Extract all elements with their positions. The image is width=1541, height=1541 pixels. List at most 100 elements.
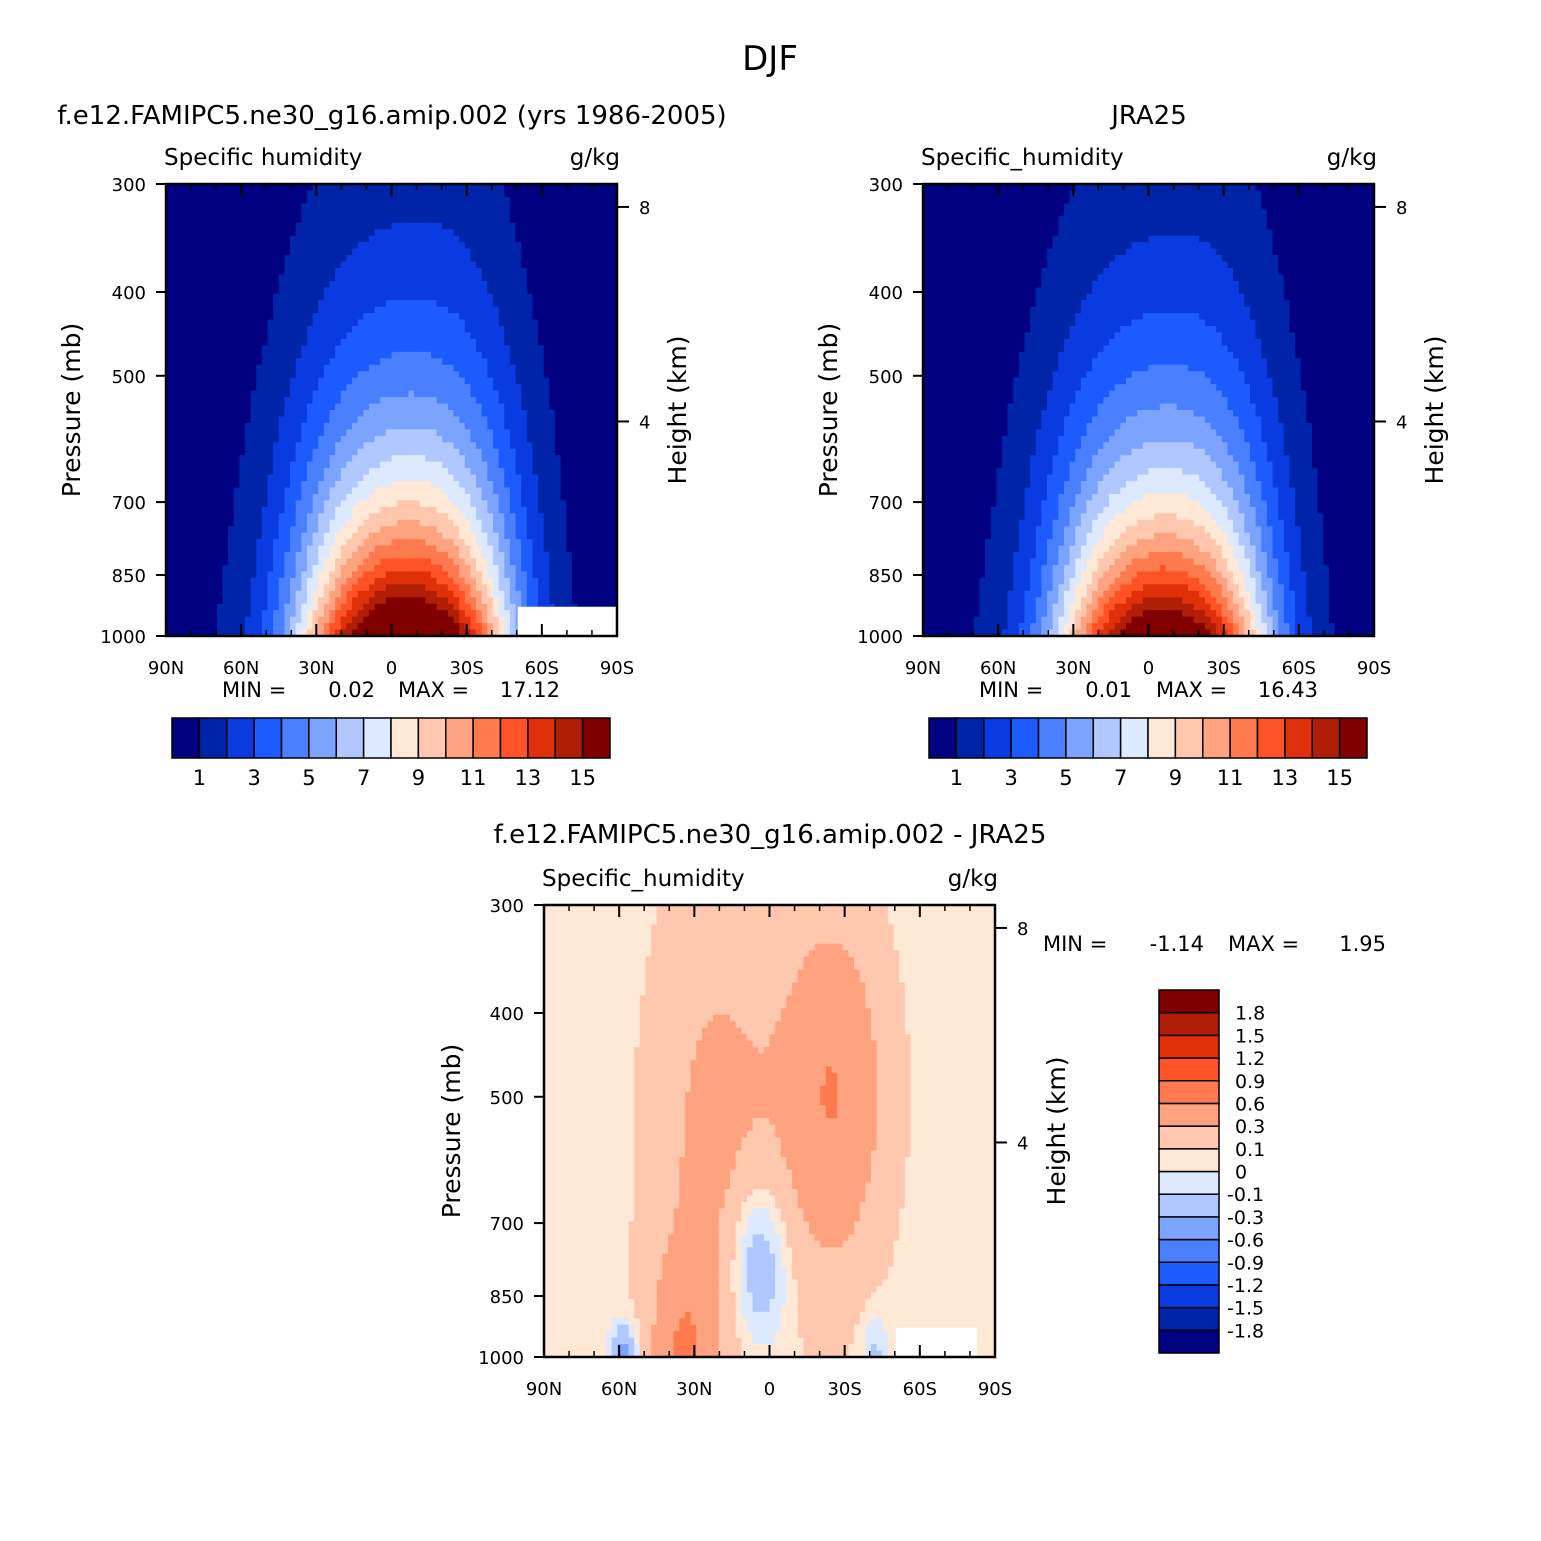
panel-model-field-cell	[447, 429, 455, 437]
panel-model-field-cell	[222, 229, 229, 237]
panel-model-field-cell	[329, 248, 336, 256]
panel-model-field-cell	[504, 564, 511, 573]
panel-model-field-cell	[199, 397, 207, 405]
panel-model-field-cell	[425, 390, 432, 398]
panel-model-field-cell	[515, 190, 522, 198]
panel-model-field-cell	[402, 397, 410, 405]
panel-model-field-cell	[290, 351, 297, 359]
panel-model-field-cell	[414, 300, 421, 308]
panel-model-field-cell	[205, 584, 212, 592]
panel-model-field-cell	[402, 500, 410, 508]
panel-model-field-cell	[509, 481, 517, 489]
panel-model-field-cell	[425, 345, 432, 353]
panel-model-field-cell	[323, 564, 331, 573]
panel-model-field-cell	[267, 358, 274, 366]
panel-model-field-cell	[267, 448, 274, 456]
panel-model-field-cell	[171, 545, 178, 553]
panel-model-field-cell	[188, 397, 195, 405]
panel-model-field-cell	[385, 552, 393, 560]
panel-model-field-cell	[244, 326, 252, 334]
panel-model-field-cell	[323, 442, 331, 450]
panel-model-field-cell	[306, 564, 314, 573]
panel-model-field-cell	[368, 377, 376, 385]
panel-model-field-cell	[368, 558, 376, 566]
panel-model-field-cell	[492, 422, 500, 430]
panel-model-field-cell	[526, 326, 534, 334]
panel-model-field-cell	[166, 280, 173, 288]
panel-model-field-cell	[447, 513, 455, 521]
panel-model-field-cell	[211, 300, 218, 308]
panel-model-field-cell	[577, 229, 584, 237]
panel-model-field-cell	[498, 571, 505, 579]
panel-model-field-cell	[182, 255, 190, 263]
panel-model-field-cell	[250, 293, 257, 301]
panel-model-field-cell	[554, 487, 562, 495]
panel-model-field-cell	[504, 493, 511, 501]
panel-model-field-cell	[605, 319, 612, 327]
panel-model-field-cell	[476, 571, 483, 579]
panel-model-field-cell	[290, 481, 297, 489]
panel-model-field-cell	[588, 351, 596, 359]
panel-model-field-cell	[194, 390, 201, 398]
panel-model-field-cell	[430, 351, 438, 359]
panel-model-field-cell	[233, 287, 240, 295]
panel-model-field-cell	[323, 300, 331, 308]
panel-model-field-cell	[250, 410, 257, 418]
panel-model-field-cell	[566, 410, 573, 418]
panel-model-field-cell	[256, 280, 263, 288]
panel-model-field-cell	[244, 209, 252, 217]
panel-model-field-cell	[554, 571, 562, 579]
panel-model-field-cell	[261, 300, 269, 308]
panel-model-field-cell	[605, 222, 612, 230]
panel-model-field-cell	[352, 332, 359, 340]
panel-model-field-cell	[408, 332, 415, 340]
panel-model-field-cell	[571, 300, 579, 308]
panel-model-field-cell	[284, 526, 291, 534]
panel-model-field-cell	[295, 390, 302, 398]
panel-model-field-cell	[492, 229, 500, 237]
panel-model-field-cell	[256, 442, 263, 450]
panel-model-field-cell	[222, 410, 229, 418]
panel-model-field-cell	[600, 313, 607, 321]
panel-model-field-cell	[301, 442, 308, 450]
panel-model-field-cell	[233, 519, 240, 527]
panel-model-field-cell	[267, 474, 274, 482]
panel-model-field-cell	[284, 203, 291, 211]
panel-model-field-cell	[346, 280, 353, 288]
panel-model-field-cell	[368, 313, 376, 321]
panel-model-field-cell	[205, 539, 212, 547]
panel-model-field-cell	[273, 481, 280, 489]
panel-model-field-cell	[594, 287, 601, 295]
panel-model-field-cell	[363, 235, 370, 243]
panel-model-field-cell	[605, 306, 612, 314]
panel-model-field-cell	[295, 558, 302, 566]
panel-model-field-cell	[295, 487, 302, 495]
panel-model-field-cell	[335, 545, 342, 553]
panel-model-field-cell	[329, 584, 336, 592]
panel-model-field-cell	[430, 506, 438, 514]
panel-model-field-cell	[436, 261, 443, 269]
panel-model-field-cell	[419, 577, 426, 585]
panel-model-field-cell	[295, 255, 302, 263]
panel-model-field-cell	[352, 248, 359, 256]
panel-model-field-cell	[239, 242, 246, 250]
panel-model-field-cell	[194, 442, 201, 450]
panel-model-field-cell	[414, 493, 421, 501]
panel-model-field-cell	[549, 293, 556, 301]
panel-model-field-cell	[346, 222, 353, 230]
panel-model-field-cell	[182, 397, 190, 405]
panel-model-field-cell	[414, 545, 421, 553]
panel-model-field-cell	[430, 358, 438, 366]
panel-model-field-cell	[459, 564, 466, 573]
panel-model-field-cell	[397, 293, 404, 301]
panel-model-field-cell	[577, 539, 584, 547]
panel-model-field-cell	[532, 571, 539, 579]
panel-model-field-cell	[290, 448, 297, 456]
panel-model-field-cell	[538, 196, 545, 204]
panel-model-field-cell	[408, 338, 415, 347]
panel-model-field-cell	[329, 461, 336, 469]
panel-model-field-cell	[205, 377, 212, 385]
panel-model-field-cell	[571, 552, 579, 560]
panel-model-field-cell	[250, 209, 257, 217]
panel-model-field-cell	[605, 564, 612, 573]
